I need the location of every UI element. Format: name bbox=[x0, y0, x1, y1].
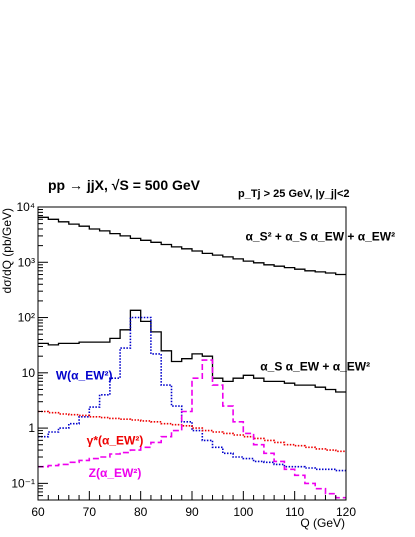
y-tick-label: 10⁻¹ bbox=[11, 476, 35, 490]
annotation-layer: α_S² + α_S α_EW + α_EW² α_S α_EW + α_EW² W… bbox=[56, 229, 395, 480]
series-line-4 bbox=[38, 359, 346, 499]
series-annotation-1: α_S α_EW + α_EW² bbox=[260, 360, 370, 374]
series-line-0 bbox=[38, 216, 346, 276]
x-tick-label: 100 bbox=[233, 505, 253, 519]
x-tick-label: 70 bbox=[83, 505, 97, 519]
y-tick-label: 10 bbox=[22, 366, 36, 380]
chart-title: pp → jjX, √S = 500 GeV bbox=[48, 177, 201, 193]
series-annotation-3: γ*(α_EW²) bbox=[87, 434, 144, 448]
y-axis-label: dσ/dQ (pb/GeV) bbox=[0, 208, 14, 293]
kinematic-cut-label: p_Tj > 25 GeV, |y_j|<2 bbox=[238, 188, 350, 200]
series-line-3 bbox=[38, 410, 346, 453]
y-tick-label: 10⁴ bbox=[16, 200, 35, 214]
series-annotation-4: Z(α_EW²) bbox=[89, 466, 142, 480]
series-annotation-0: α_S² + α_S α_EW + α_EW² bbox=[246, 229, 396, 243]
x-tick-label: 120 bbox=[336, 505, 356, 519]
x-axis-label: Q (GeV) bbox=[300, 516, 345, 530]
x-tick-label: 110 bbox=[285, 505, 304, 519]
series-annotation-2: W(α_EW²) bbox=[56, 369, 113, 383]
y-tick-label: 1 bbox=[28, 421, 35, 435]
series-line-2 bbox=[38, 316, 346, 472]
y-tick-label: 10³ bbox=[18, 255, 35, 269]
series-line-1 bbox=[38, 309, 346, 393]
series-layer bbox=[38, 216, 346, 499]
x-tick-label: 90 bbox=[185, 505, 199, 519]
x-tick-label: 60 bbox=[31, 505, 45, 519]
x-tick-label: 80 bbox=[134, 505, 148, 519]
y-tick-label: 10² bbox=[18, 311, 35, 325]
